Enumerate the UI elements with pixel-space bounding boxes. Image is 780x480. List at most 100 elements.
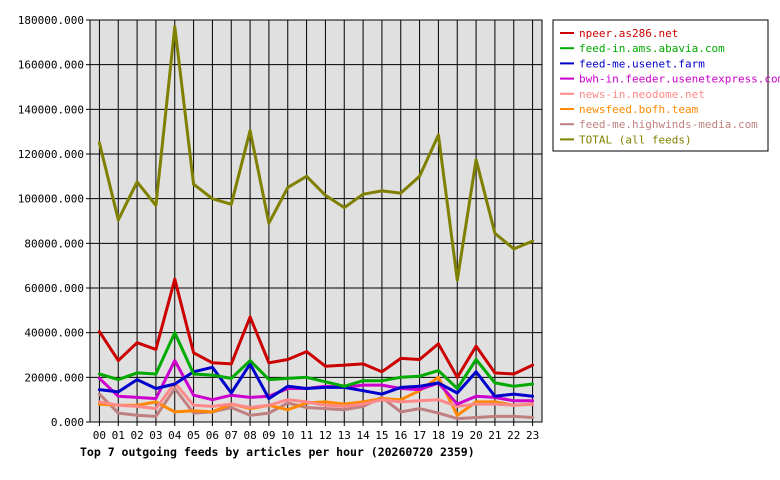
y-tick-label: 40000.000 [24, 327, 84, 340]
data-point [361, 383, 365, 387]
data-point [154, 400, 158, 404]
data-point [135, 405, 139, 408]
data-point [230, 394, 233, 397]
data-point [343, 402, 346, 406]
data-point [418, 399, 421, 402]
x-tick-label: 18 [432, 429, 445, 442]
data-point [192, 394, 195, 397]
data-point [173, 382, 176, 386]
data-point [474, 370, 478, 373]
data-point [117, 378, 120, 381]
data-point [211, 361, 214, 365]
data-point [493, 402, 497, 406]
x-tick-label: 03 [149, 429, 162, 442]
data-point [531, 416, 534, 419]
series-line-2 [97, 362, 535, 401]
series-line-0 [97, 277, 535, 379]
data-point [154, 348, 158, 351]
x-tick-label: 16 [394, 429, 407, 442]
data-point [380, 379, 384, 382]
x-tick-label: 23 [526, 429, 539, 442]
data-point [248, 359, 252, 362]
data-point [98, 388, 101, 391]
data-point [192, 372, 195, 376]
x-tick-label: 17 [413, 429, 426, 442]
data-point [493, 400, 497, 404]
x-axis-ticks: 00 01 02 03 04 05 06 07 08 09 10 11 12 13 14 15 16 17 18 19… [93, 422, 539, 442]
legend-label: newsfeed.bofh.team [579, 103, 699, 116]
series-line-6 [97, 387, 535, 421]
x-tick-label: 10 [281, 429, 294, 442]
legend-label: npeer.as286.net [579, 27, 678, 40]
data-point [418, 375, 421, 378]
data-point [173, 387, 176, 390]
data-point [531, 363, 534, 367]
y-tick-label: 0.000 [51, 416, 84, 429]
data-point [456, 402, 459, 406]
data-point [456, 391, 459, 395]
data-point [399, 398, 402, 401]
data-point [267, 411, 271, 415]
data-point [361, 389, 365, 392]
x-tick-label: 08 [243, 429, 256, 442]
data-point [343, 408, 346, 411]
data-point [512, 399, 515, 402]
data-point [474, 402, 478, 406]
data-point [456, 278, 459, 282]
data-point [173, 331, 176, 334]
data-point [230, 406, 233, 409]
data-point [98, 377, 101, 380]
data-point [380, 383, 384, 387]
data-point [456, 387, 459, 390]
data-point [211, 373, 214, 377]
data-point [456, 417, 459, 420]
y-tick-label: 20000.000 [24, 371, 84, 384]
data-point [267, 222, 271, 225]
data-point [230, 402, 233, 406]
x-tick-label: 22 [507, 429, 520, 442]
data-point [493, 232, 497, 235]
data-point [399, 376, 402, 379]
data-point [324, 400, 327, 404]
data-point [192, 351, 195, 354]
data-point [135, 414, 139, 417]
data-point [437, 376, 440, 379]
data-point [98, 141, 101, 145]
data-point [418, 407, 421, 410]
y-tick-label: 160000.000 [18, 59, 84, 72]
data-point [173, 410, 176, 414]
x-tick-label: 11 [300, 429, 313, 442]
data-point [211, 366, 214, 369]
x-tick-label: 20 [469, 429, 482, 442]
data-point [361, 405, 365, 408]
legend: npeer.as286.net feed-in.ams.abavia.com fee… [552, 19, 780, 152]
data-point [474, 158, 478, 161]
x-tick-label: 13 [338, 429, 351, 442]
data-point [399, 400, 402, 404]
data-point [154, 397, 158, 400]
data-point [493, 371, 497, 375]
data-point [305, 387, 308, 390]
chart-title: Top 7 outgoing feeds by articles per hou… [80, 445, 475, 459]
data-point [324, 386, 327, 389]
series-line-4 [97, 381, 535, 411]
data-point [230, 362, 233, 366]
data-point [135, 180, 139, 184]
data-point [154, 204, 158, 207]
data-point [456, 414, 459, 417]
data-point [512, 247, 515, 251]
data-point [493, 415, 497, 418]
data-point [512, 385, 515, 388]
y-tick-label: 180000.000 [18, 14, 84, 27]
data-point [361, 379, 365, 382]
x-tick-label: 06 [206, 429, 219, 442]
data-point [531, 399, 534, 402]
data-point [437, 381, 440, 385]
x-tick-label: 21 [488, 429, 501, 442]
data-point [493, 381, 497, 385]
data-point [305, 350, 308, 353]
data-point [418, 385, 421, 388]
data-point [399, 410, 402, 414]
data-point [98, 392, 101, 396]
data-point [135, 378, 139, 381]
